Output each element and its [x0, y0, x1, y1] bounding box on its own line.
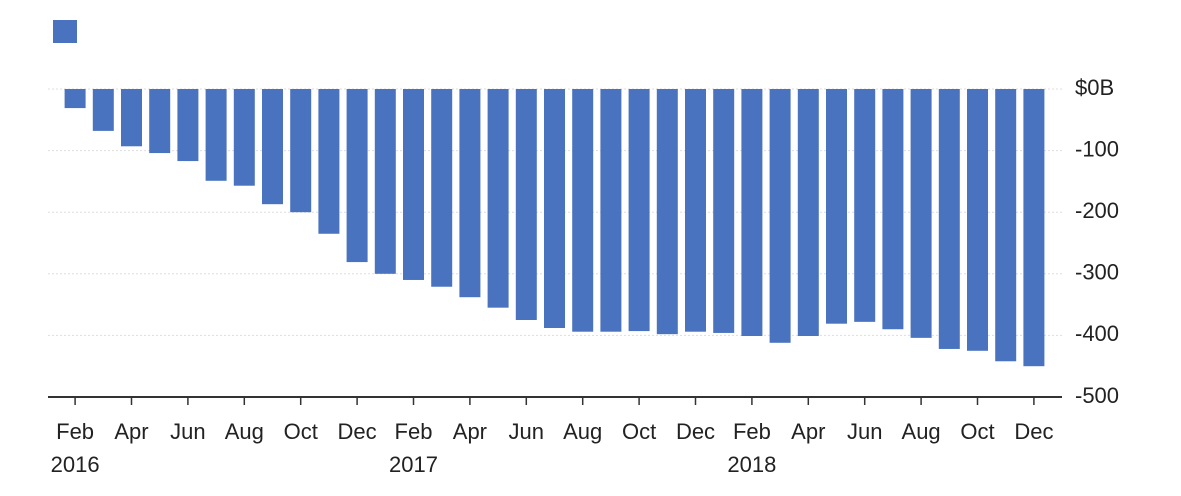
x-tick-label: Dec — [338, 419, 377, 444]
bar — [910, 89, 932, 338]
bar — [318, 89, 340, 234]
bar — [854, 89, 876, 322]
y-tick-label: -100 — [1075, 136, 1119, 161]
bar — [656, 89, 678, 335]
x-tick-label: Oct — [960, 419, 994, 444]
bar — [374, 89, 396, 274]
bar — [346, 89, 368, 263]
bar — [741, 89, 763, 337]
bar — [713, 89, 735, 333]
bar — [205, 89, 227, 181]
bar — [797, 89, 819, 337]
bar — [882, 89, 904, 330]
x-tick-label: Feb — [56, 419, 94, 444]
bar — [262, 89, 283, 205]
bar — [121, 89, 142, 147]
year-label: 2018 — [727, 452, 776, 477]
x-tick-label: Oct — [622, 419, 656, 444]
bar — [149, 89, 171, 154]
year-label: 2016 — [51, 452, 100, 477]
x-tick-label: Jun — [509, 419, 544, 444]
y-tick-label: -500 — [1075, 383, 1119, 408]
x-tick-label: Apr — [453, 419, 487, 444]
bar — [628, 89, 650, 332]
bar — [769, 89, 791, 343]
x-tick-label: Aug — [902, 419, 941, 444]
y-tick-label: -200 — [1075, 198, 1119, 223]
bar — [1023, 89, 1045, 367]
bar — [92, 89, 114, 131]
x-tick-label: Aug — [563, 419, 602, 444]
bar — [233, 89, 255, 186]
bar — [995, 89, 1017, 362]
bar — [826, 89, 847, 324]
bar — [459, 89, 481, 298]
bar — [431, 89, 453, 287]
x-tick-label: Aug — [225, 419, 264, 444]
x-tick-label: Apr — [791, 419, 825, 444]
y-tick-label: -300 — [1075, 260, 1119, 285]
bar — [685, 89, 706, 332]
bar — [967, 89, 988, 351]
y-tick-label: -400 — [1075, 321, 1119, 346]
x-tick-label: Dec — [1014, 419, 1053, 444]
bar — [487, 89, 509, 308]
x-tick-label: Oct — [284, 419, 318, 444]
bar — [403, 89, 424, 280]
bar — [544, 89, 565, 329]
x-tick-label: Feb — [733, 419, 771, 444]
bar — [515, 89, 537, 320]
bar — [938, 89, 960, 349]
x-tick-label: Jun — [170, 419, 205, 444]
bar — [64, 89, 86, 109]
y-tick-label: $0B — [1075, 75, 1114, 100]
x-tick-label: Feb — [395, 419, 433, 444]
year-label: 2017 — [389, 452, 438, 477]
x-tick-label: Jun — [847, 419, 882, 444]
bar — [290, 89, 312, 213]
legend-swatch — [53, 20, 77, 43]
x-tick-label: Apr — [114, 419, 148, 444]
bar — [600, 89, 622, 332]
x-tick-label: Dec — [676, 419, 715, 444]
bar — [572, 89, 594, 332]
bar — [177, 89, 199, 162]
